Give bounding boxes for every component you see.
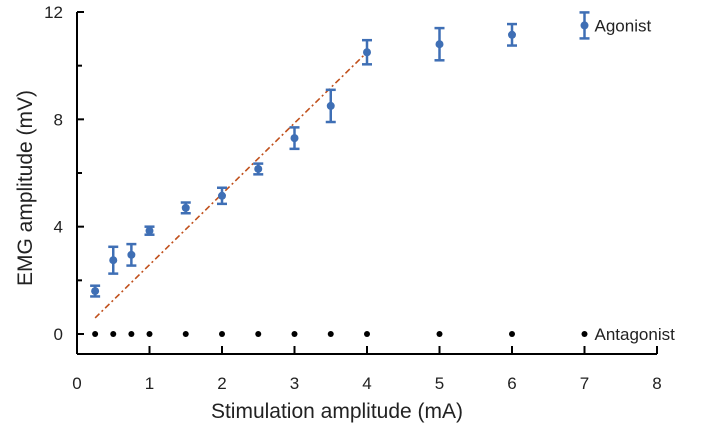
y-tick-label: 0 bbox=[54, 325, 63, 344]
y-tick-label: 8 bbox=[54, 110, 63, 129]
data-point bbox=[182, 331, 189, 337]
data-point bbox=[508, 30, 516, 39]
legend-label: Agonist bbox=[595, 16, 652, 35]
x-tick-label: 2 bbox=[217, 374, 226, 393]
data-point bbox=[92, 331, 99, 337]
legend-label: Antagonist bbox=[595, 325, 676, 344]
data-point bbox=[109, 256, 118, 265]
legend-marker bbox=[580, 21, 589, 30]
series-group bbox=[90, 22, 517, 337]
y-tick-label: 12 bbox=[44, 3, 63, 22]
data-point bbox=[145, 226, 154, 235]
legend: Agonist Antagonist bbox=[579, 11, 676, 344]
data-point bbox=[363, 48, 371, 57]
data-point bbox=[364, 331, 370, 337]
data-point bbox=[326, 101, 335, 110]
y-axis-title: EMG amplitude (mV) bbox=[14, 90, 37, 286]
data-point bbox=[290, 134, 299, 143]
data-point bbox=[436, 331, 443, 337]
legend-marker bbox=[581, 331, 588, 337]
data-point bbox=[509, 331, 515, 337]
trendline-group bbox=[94, 51, 368, 319]
data-point bbox=[110, 331, 117, 337]
x-tick-label: 0 bbox=[72, 374, 81, 393]
data-point bbox=[435, 40, 444, 49]
data-point bbox=[291, 331, 298, 337]
data-point bbox=[91, 287, 100, 296]
data-point bbox=[128, 331, 135, 337]
x-tick-label: 3 bbox=[290, 374, 299, 393]
x-tick-label: 1 bbox=[145, 374, 154, 393]
data-point bbox=[218, 191, 226, 200]
data-point bbox=[181, 203, 190, 212]
x-tick-label: 4 bbox=[362, 374, 371, 393]
data-point bbox=[254, 164, 263, 173]
series-agonist bbox=[90, 22, 517, 298]
data-point bbox=[127, 250, 136, 259]
x-axis-ticks: 0 1 2 3 4 5 6 7 8 bbox=[72, 346, 662, 393]
series-antagonist bbox=[92, 331, 515, 337]
x-axis-title: Stimulation amplitude (mA) bbox=[211, 400, 463, 423]
y-tick-label: 4 bbox=[54, 218, 63, 237]
trendline bbox=[94, 51, 368, 319]
data-point bbox=[219, 331, 225, 337]
data-point bbox=[146, 331, 153, 337]
data-point bbox=[255, 331, 262, 337]
data-point bbox=[327, 331, 334, 337]
x-tick-label: 6 bbox=[507, 374, 516, 393]
x-tick-label: 8 bbox=[652, 374, 661, 393]
x-tick-label: 7 bbox=[580, 374, 589, 393]
x-tick-label: 5 bbox=[435, 374, 444, 393]
y-axis-ticks: 0 4 8 12 bbox=[44, 3, 84, 344]
